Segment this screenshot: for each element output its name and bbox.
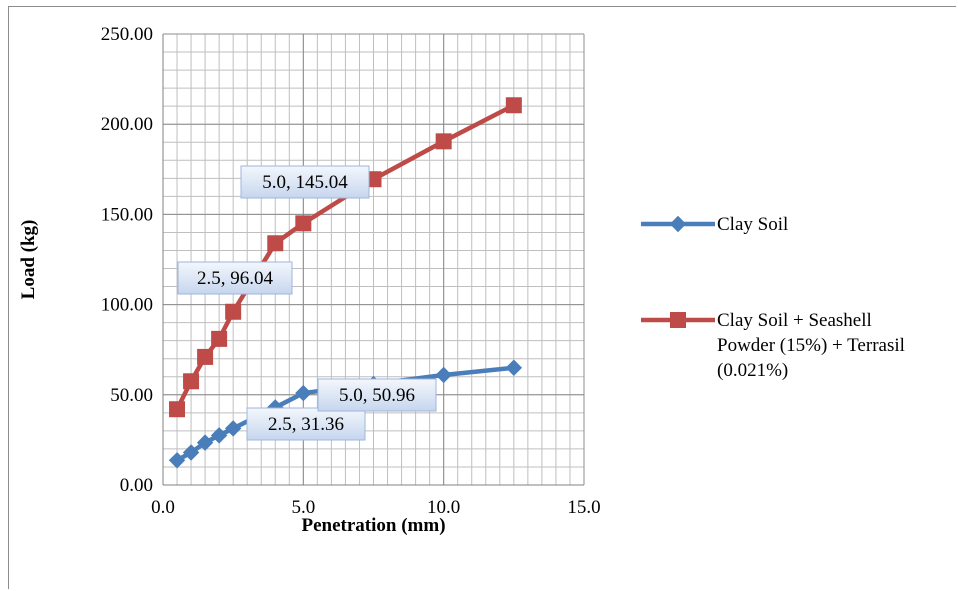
data-point — [295, 215, 312, 232]
data-point — [196, 434, 214, 451]
data-point — [435, 133, 452, 150]
legend-marker — [670, 312, 686, 328]
data-point — [211, 330, 228, 347]
x-tick-label: 0.0 — [151, 497, 175, 518]
axes: 0.00 50.00 100.00 150.00 200.00 250.00 0.0 5.0 1… — [101, 24, 601, 518]
y-tick-label: 100.00 — [101, 295, 153, 316]
data-label-text: 5.0, 50.96 — [339, 385, 415, 406]
data-point — [210, 427, 228, 444]
x-tick-label: 10.0 — [427, 497, 460, 518]
y-tick-label: 0.00 — [120, 475, 153, 496]
data-point — [224, 420, 242, 437]
data-point — [183, 373, 200, 390]
data-label-text: 2.5, 31.36 — [268, 414, 344, 435]
data-point — [197, 348, 214, 365]
data-point — [505, 359, 523, 376]
legend-item-1: Clay Soil — [641, 214, 788, 235]
data-label-box — [177, 261, 293, 295]
x-tick-label: 5.0 — [291, 497, 315, 518]
legend: Clay Soil Clay Soil + Seashell Powder (15%… — [641, 214, 905, 381]
legend-label: Powder (15%) + Terrasil — [717, 335, 905, 356]
data-label-box — [240, 165, 370, 199]
legend-label: Clay Soil + Seashell — [717, 310, 872, 331]
data-point — [505, 97, 522, 114]
data-labels: 2.5, 31.36 5.0, 50.96 2.5, 96.04 5.0, 145.0… — [177, 165, 437, 441]
data-label-text: 2.5, 96.04 — [197, 268, 274, 289]
data-point — [169, 401, 186, 418]
y-tick-label: 50.00 — [110, 385, 153, 406]
legend-label: Clay Soil — [717, 214, 788, 235]
data-label-box — [317, 378, 437, 412]
series-2 — [169, 97, 522, 418]
data-label: 2.5, 31.36 — [246, 407, 366, 441]
data-point — [168, 452, 186, 469]
data-point — [225, 303, 242, 320]
legend-label: (0.021%) — [717, 360, 788, 381]
y-tick-label: 150.00 — [101, 204, 153, 225]
y-tick-label: 200.00 — [101, 114, 153, 135]
data-point — [295, 384, 312, 402]
y-tick-label: 250.00 — [101, 24, 153, 45]
data-point — [182, 444, 200, 461]
y-axis-title: Load (kg) — [18, 220, 39, 300]
x-tick-label: 15.0 — [567, 497, 600, 518]
data-point — [435, 366, 452, 384]
x-axis-title: Penetration (mm) — [301, 515, 445, 536]
data-label-box — [246, 407, 366, 441]
data-label-text: 5.0, 145.04 — [262, 172, 348, 193]
data-label: 5.0, 50.96 — [317, 378, 437, 412]
legend-marker — [669, 215, 687, 233]
data-point — [267, 235, 284, 252]
legend-item-2: Clay Soil + Seashell Powder (15%) + Terra… — [641, 310, 905, 381]
data-label: 5.0, 145.04 — [240, 165, 370, 199]
data-label: 2.5, 96.04 — [177, 261, 293, 295]
